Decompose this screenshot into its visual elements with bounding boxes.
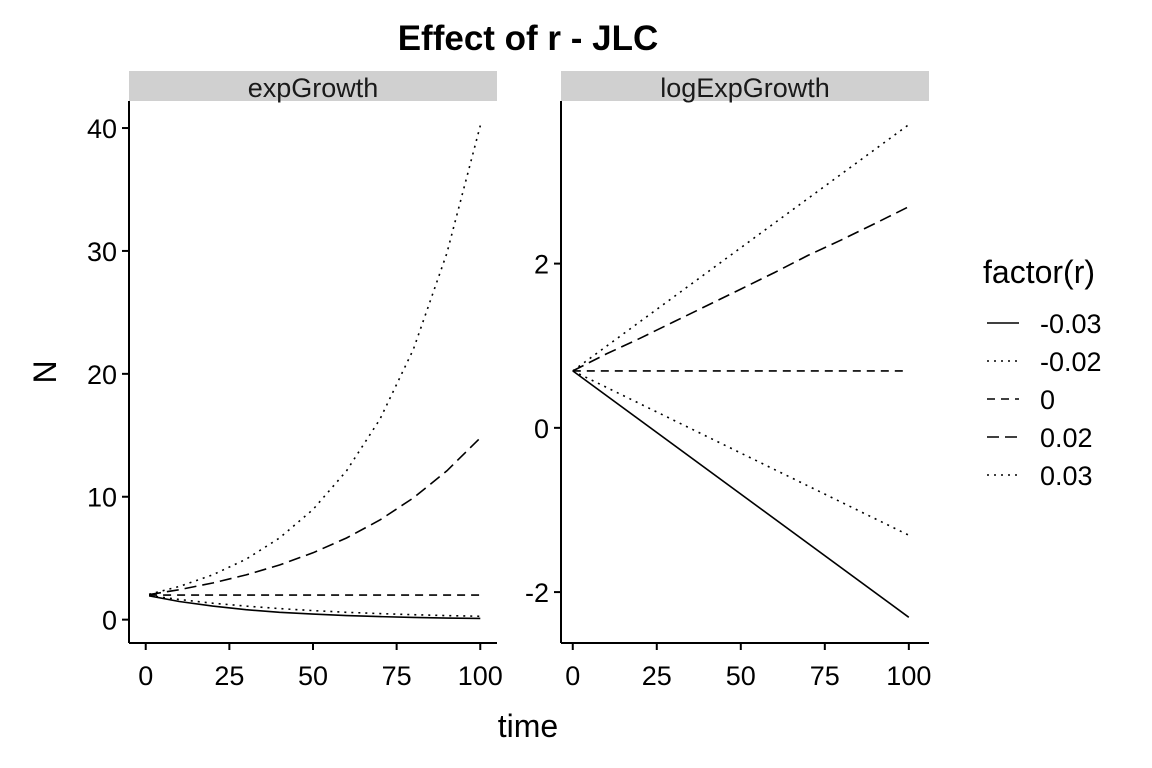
x-tick-label: 0: [138, 661, 153, 691]
series-line-0.02: [572, 205, 910, 372]
x-tick-label: 75: [382, 661, 412, 691]
legend-label: -0.03: [1040, 309, 1102, 339]
legend-items: -0.03 -0.02 0 0.02 0.03: [987, 309, 1102, 491]
chart-title: Effect of r - JLC: [398, 19, 659, 58]
x-axis-ticks: 0 25 50 75 100: [565, 643, 931, 691]
panel-expgrowth: expGrowth 0 10 20 30 40 0 25 50 75 100: [87, 71, 503, 691]
x-tick-label: 100: [886, 661, 931, 691]
legend: factor(r) -0.03 -0.02 0 0.02 0.03: [983, 254, 1102, 491]
x-tick-label: 50: [298, 661, 328, 691]
series-line--0.03: [572, 370, 910, 618]
y-tick-label: 30: [87, 237, 117, 267]
y-tick-label: 40: [87, 114, 117, 144]
x-axis-title: time: [498, 708, 558, 744]
legend-label: 0: [1040, 385, 1055, 415]
strip-label: logExpGrowth: [660, 73, 830, 103]
x-tick-label: 100: [458, 661, 503, 691]
y-tick-label: -2: [525, 578, 549, 608]
x-tick-label: 25: [214, 661, 244, 691]
series-line--0.02: [148, 594, 481, 618]
y-tick-label: 20: [87, 360, 117, 390]
x-tick-label: 75: [810, 661, 840, 691]
x-tick-label: 50: [726, 661, 756, 691]
y-axis-ticks: -2 0 2: [525, 250, 561, 608]
strip-background: [129, 71, 497, 101]
legend-title: factor(r): [983, 254, 1095, 290]
legend-label: -0.02: [1040, 347, 1102, 377]
series-line-0.02: [148, 437, 481, 596]
strip-background: [561, 71, 929, 101]
x-axis-ticks: 0 25 50 75 100: [138, 643, 503, 691]
y-tick-label: 10: [87, 483, 117, 513]
legend-label: 0.03: [1040, 461, 1093, 491]
series-line-0.03: [572, 123, 910, 372]
series-line--0.02: [572, 370, 910, 536]
y-axis-ticks: 0 10 20 30 40: [87, 114, 129, 636]
panel-logexpgrowth: logExpGrowth -2 0 2 0 25 50 75 100: [525, 71, 931, 691]
legend-label: 0.02: [1040, 423, 1093, 453]
series-line--0.03: [148, 595, 481, 620]
series-line-0.03: [148, 125, 482, 596]
y-axis-title: N: [27, 360, 63, 383]
strip-label: expGrowth: [248, 73, 379, 103]
x-tick-label: 0: [565, 661, 580, 691]
y-tick-label: 0: [102, 606, 117, 636]
x-tick-label: 25: [642, 661, 672, 691]
series-group: [148, 125, 482, 620]
y-tick-label: 2: [534, 250, 549, 280]
y-tick-label: 0: [534, 414, 549, 444]
series-group: [572, 123, 910, 618]
